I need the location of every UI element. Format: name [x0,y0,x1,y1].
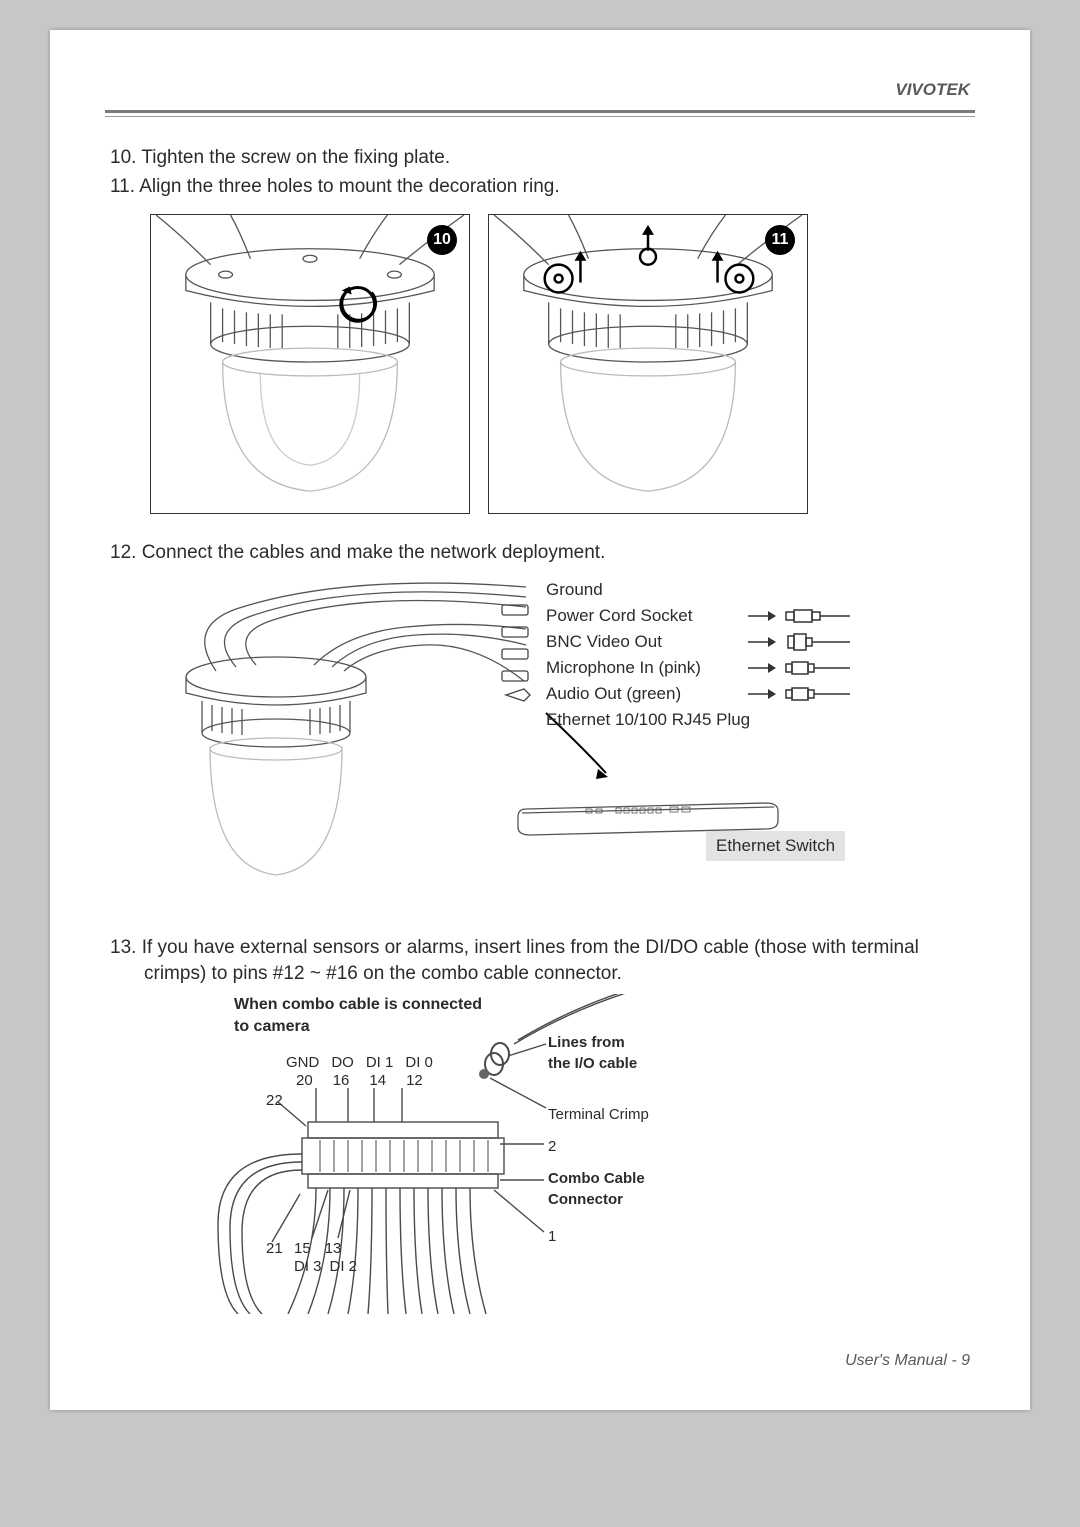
combo-connector-label: Combo Cable Connector [548,1168,668,1210]
pin-num-22: 22 [266,1090,283,1111]
pin-top-nums: 20 16 14 12 [296,1070,423,1091]
step-11-text: 11. Align the three holes to mount the d… [110,174,970,201]
io-lines-line1: Lines from [548,1032,668,1053]
cable-ground-label: Ground [546,578,603,602]
figure-row-10-11: 10 [150,214,970,514]
step-12-text: 12. Connect the cables and make the netw… [110,540,970,567]
figure-12: Ground Power Cord Socket BNC Video Out M… [146,577,966,917]
figure-10-badge: 10 [427,225,457,255]
dome-camera-align-icon [489,215,807,513]
step-13-text: 13. If you have external sensors or alar… [144,935,970,988]
figure-11-badge: 11 [765,225,795,255]
page-footer: User's Manual - 9 [845,1352,970,1370]
cable-audio-label: Audio Out (green) [546,682,681,706]
combo-connector-line2: Connector [548,1189,668,1210]
pin-bot-labels: DI 3 DI 2 [294,1256,357,1277]
connector-end-1-label: 1 [548,1226,556,1247]
header-rule-thin [105,116,975,117]
pin-num-20: 20 [296,1070,313,1091]
cable-power-label: Power Cord Socket [546,604,692,628]
cable-mic-label: Microphone In (pink) [546,656,701,680]
cable-ethernet-label: Ethernet 10/100 RJ45 Plug [546,708,750,732]
plug-power-icon [746,603,856,629]
plug-bnc-icon [746,629,856,655]
pin-num-21: 21 [266,1238,283,1259]
plug-audio-icon [746,681,856,707]
plug-mic-icon [746,655,856,681]
header-rule-thick [105,110,975,113]
ethernet-switch-label: Ethernet Switch [706,831,845,861]
combo-connector-line1: Combo Cable [548,1168,668,1189]
connector-end-2-label: 2 [548,1136,556,1157]
pin-label-di2: DI 2 [330,1256,358,1277]
brand-header: VIVOTEK [895,80,970,100]
figure-13: When combo cable is connected to camera [178,994,998,1324]
io-lines-line2: the I/O cable [548,1053,668,1074]
manual-page: VIVOTEK 10. Tighten the screw on the fix… [50,30,1030,1410]
figure-10: 10 [150,214,470,514]
pin-label-di3: DI 3 [294,1256,322,1277]
dome-camera-tighten-icon [151,215,469,513]
pin-num-12: 12 [406,1070,423,1091]
pin-num-16: 16 [333,1070,350,1091]
terminal-crimp-label: Terminal Crimp [548,1104,649,1125]
cable-bnc-label: BNC Video Out [546,630,662,654]
figure-11: 11 [488,214,808,514]
cable-label-list: Ground Power Cord Socket BNC Video Out M… [536,577,750,733]
content-area: 10. Tighten the screw on the fixing plat… [110,145,970,1324]
io-lines-label: Lines from the I/O cable [548,1032,668,1074]
pin-num-14: 14 [369,1070,386,1091]
step-10-text: 10. Tighten the screw on the fixing plat… [110,145,970,172]
